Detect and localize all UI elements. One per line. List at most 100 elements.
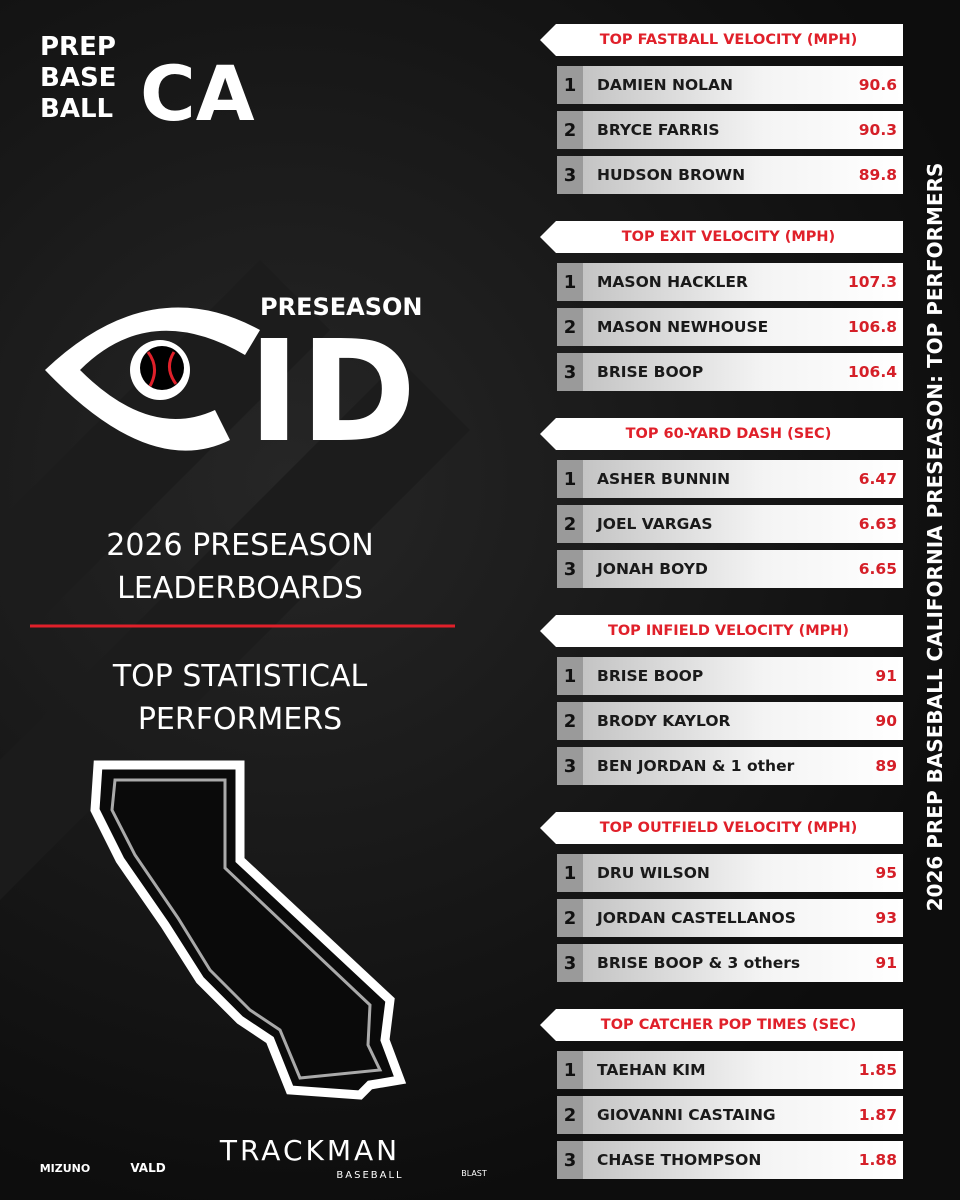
leaderboard-row: 2 JOEL VARGAS 6.63 [557, 505, 903, 543]
player-name: DRU WILSON [597, 864, 710, 882]
stat-value: 6.63 [858, 515, 897, 533]
board-title: TOP EXIT VELOCITY (MPH) [540, 221, 903, 253]
rank: 2 [557, 111, 583, 149]
player-name: MASON HACKLER [597, 273, 748, 291]
logo-text: BASE [40, 63, 116, 93]
california-map [90, 760, 407, 1100]
rank: 3 [557, 944, 583, 982]
stat-value: 90.6 [858, 76, 897, 94]
player-name: CHASE THOMPSON [597, 1151, 762, 1169]
ball [140, 346, 184, 390]
leaderboard-row: 2 MASON NEWHOUSE 106.8 [557, 308, 903, 346]
rank: 1 [557, 460, 583, 498]
player-name: ASHER BUNNIN [597, 470, 731, 488]
sponsor: MIZUNO [40, 1162, 91, 1175]
leaderboard-row: 1 DRU WILSON 95 [557, 854, 903, 892]
player-name: BEN JORDAN & 1 other [597, 757, 795, 775]
stat-value: 89.8 [858, 166, 897, 184]
player-name: JONAH BOYD [597, 560, 708, 578]
player-name: JOEL VARGAS [597, 515, 713, 533]
sponsor: TRACKMAN [219, 1134, 400, 1167]
stat-value: 1.88 [858, 1151, 897, 1169]
leaderboard-row: 3 BRISE BOOP 106.4 [557, 353, 903, 391]
player-name: HUDSON BROWN [597, 166, 746, 184]
stat-value: 93 [875, 909, 897, 927]
stat-value: 107.3 [847, 273, 897, 291]
stat-value: 91 [875, 667, 897, 685]
rank: 3 [557, 353, 583, 391]
rank: 1 [557, 1051, 583, 1089]
board-title: TOP INFIELD VELOCITY (MPH) [540, 615, 903, 647]
rank: 2 [557, 702, 583, 740]
sponsor: VALD [130, 1161, 165, 1175]
player-name: BRISE BOOP [597, 667, 704, 685]
rank: 3 [557, 550, 583, 588]
rank: 1 [557, 263, 583, 301]
rank: 2 [557, 308, 583, 346]
stat-value: 106.8 [847, 318, 897, 336]
player-name: BRISE BOOP [597, 363, 704, 381]
subheading: TOP STATISTICAL [112, 659, 368, 694]
event-logo-top: PRESEASON [260, 293, 423, 321]
leaderboard-row: 1 TAEHAN KIM 1.85 [557, 1051, 903, 1089]
ball-seam [146, 351, 178, 387]
player-name: JORDAN CASTELLANOS [597, 909, 796, 927]
heading: LEADERBOARDS [117, 571, 363, 606]
rank: 3 [557, 156, 583, 194]
stat-value: 95 [875, 864, 897, 882]
logo-state: CA [140, 49, 255, 138]
leaderboard-row: 3 HUDSON BROWN 89.8 [557, 156, 903, 194]
leaderboard-row: 2 BRYCE FARRIS 90.3 [557, 111, 903, 149]
stat-value: 1.87 [858, 1106, 897, 1124]
rank: 1 [557, 657, 583, 695]
rank: 2 [557, 899, 583, 937]
player-name: MASON NEWHOUSE [597, 318, 769, 336]
player-name: TAEHAN KIM [597, 1061, 706, 1079]
leaderboard-row: 3 JONAH BOYD 6.65 [557, 550, 903, 588]
stat-value: 89 [875, 757, 897, 775]
leaderboard-row: 1 ASHER BUNNIN 6.47 [557, 460, 903, 498]
stat-value: 91 [875, 954, 897, 972]
stat-value: 106.4 [847, 363, 897, 381]
event-logo-main: ID [248, 311, 416, 474]
board-title: TOP 60-YARD DASH (SEC) [540, 418, 903, 450]
player-name: BRYCE FARRIS [597, 121, 720, 139]
rank: 3 [557, 1141, 583, 1179]
leaderboard-row: 3 CHASE THOMPSON 1.88 [557, 1141, 903, 1179]
stat-value: 90 [875, 712, 897, 730]
sponsor: BASEBALL [336, 1170, 403, 1181]
stat-value: 90.3 [858, 121, 897, 139]
stat-value: 6.65 [858, 560, 897, 578]
decoration: PREP BASE BALL CA PRESEASON ID 2026 PRES… [0, 32, 487, 1181]
heading: 2026 PRESEASON [106, 528, 373, 563]
leaderboard-row: 1 BRISE BOOP 91 [557, 657, 903, 695]
rank: 2 [557, 1096, 583, 1134]
rank: 2 [557, 505, 583, 543]
leaderboard-row: 3 BRISE BOOP & 3 others 91 [557, 944, 903, 982]
player-name: DAMIEN NOLAN [597, 76, 734, 94]
subheading: PERFORMERS [138, 702, 342, 737]
rank: 1 [557, 66, 583, 104]
stat-value: 6.47 [858, 470, 897, 488]
stat-value: 1.85 [858, 1061, 897, 1079]
california-map [110, 778, 383, 1080]
logo-text: PREP [40, 32, 116, 62]
leaderboard-row: 1 DAMIEN NOLAN 90.6 [557, 66, 903, 104]
leaderboard-row: 2 GIOVANNI CASTAING 1.87 [557, 1096, 903, 1134]
board-title: TOP OUTFIELD VELOCITY (MPH) [540, 812, 903, 844]
logo-text: BALL [40, 94, 113, 124]
eye-logo [45, 307, 260, 451]
player-name: GIOVANNI CASTAING [597, 1106, 776, 1124]
rank: 3 [557, 747, 583, 785]
sponsor: BLAST [461, 1169, 487, 1178]
leaderboard-row: 2 BRODY KAYLOR 90 [557, 702, 903, 740]
leaderboard-row: 2 JORDAN CASTELLANOS 93 [557, 899, 903, 937]
board-title: TOP FASTBALL VELOCITY (MPH) [540, 24, 903, 56]
player-name: BRODY KAYLOR [597, 712, 731, 730]
board-title: TOP CATCHER POP TIMES (SEC) [540, 1009, 903, 1041]
leaderboard-row: 3 BEN JORDAN & 1 other 89 [557, 747, 903, 785]
player-name: BRISE BOOP & 3 others [597, 954, 801, 972]
leaderboard-row: 1 MASON HACKLER 107.3 [557, 263, 903, 301]
side-title: 2026 PREP BASEBALL CALIFORNIA PRESEASON:… [923, 162, 947, 912]
